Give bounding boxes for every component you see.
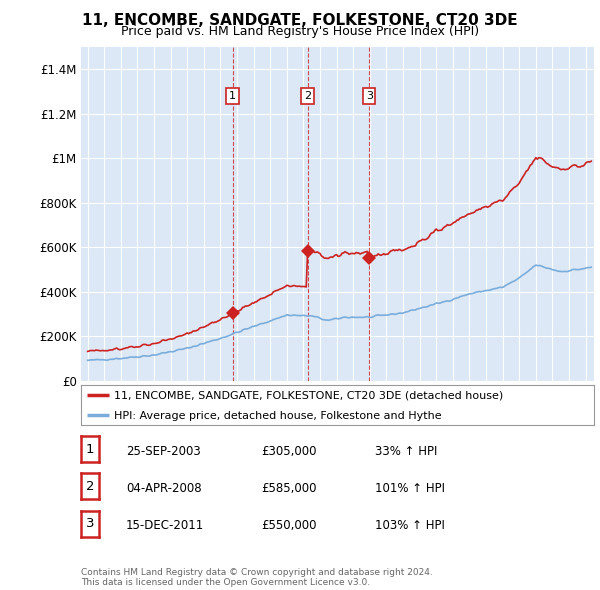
Text: £305,000: £305,000: [261, 445, 317, 458]
Text: 2: 2: [86, 480, 94, 493]
Text: 25-SEP-2003: 25-SEP-2003: [126, 445, 201, 458]
Text: 3: 3: [86, 517, 94, 530]
Text: 1: 1: [229, 91, 236, 101]
Text: £585,000: £585,000: [261, 482, 317, 495]
Text: 3: 3: [366, 91, 373, 101]
Text: Contains HM Land Registry data © Crown copyright and database right 2024.: Contains HM Land Registry data © Crown c…: [81, 568, 433, 577]
Text: 33% ↑ HPI: 33% ↑ HPI: [375, 445, 437, 458]
Text: 1: 1: [86, 442, 94, 456]
Text: 103% ↑ HPI: 103% ↑ HPI: [375, 519, 445, 532]
Text: 04-APR-2008: 04-APR-2008: [126, 482, 202, 495]
Text: 11, ENCOMBE, SANDGATE, FOLKESTONE, CT20 3DE (detached house): 11, ENCOMBE, SANDGATE, FOLKESTONE, CT20 …: [115, 391, 503, 401]
Text: £550,000: £550,000: [261, 519, 317, 532]
Text: 2: 2: [304, 91, 311, 101]
Text: HPI: Average price, detached house, Folkestone and Hythe: HPI: Average price, detached house, Folk…: [115, 411, 442, 421]
Text: 101% ↑ HPI: 101% ↑ HPI: [375, 482, 445, 495]
Text: 11, ENCOMBE, SANDGATE, FOLKESTONE, CT20 3DE: 11, ENCOMBE, SANDGATE, FOLKESTONE, CT20 …: [82, 13, 518, 28]
Text: Price paid vs. HM Land Registry's House Price Index (HPI): Price paid vs. HM Land Registry's House …: [121, 25, 479, 38]
Text: 15-DEC-2011: 15-DEC-2011: [126, 519, 204, 532]
Text: This data is licensed under the Open Government Licence v3.0.: This data is licensed under the Open Gov…: [81, 578, 370, 588]
